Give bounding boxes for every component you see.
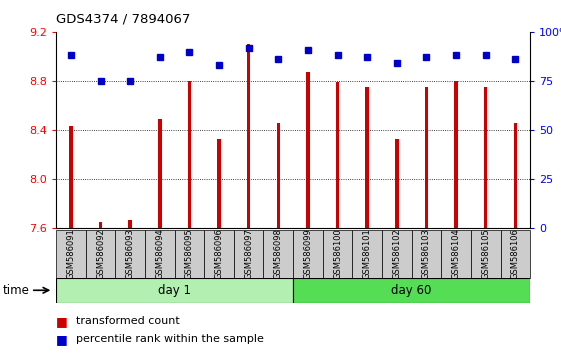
Bar (293, 278, 530, 303)
Text: ■: ■ (56, 333, 68, 346)
Text: time: time (3, 285, 30, 297)
Text: GSM586096: GSM586096 (214, 229, 223, 279)
Text: ■: ■ (56, 315, 68, 328)
Bar (234, 230, 264, 278)
Text: GSM586101: GSM586101 (363, 229, 372, 279)
Bar (395, 139, 399, 228)
Bar (277, 123, 280, 228)
Bar (442, 230, 471, 278)
Text: percentile rank within the sample: percentile rank within the sample (76, 334, 264, 344)
Bar (471, 230, 500, 278)
Bar (454, 81, 458, 228)
Bar (128, 220, 132, 228)
Text: GSM586094: GSM586094 (155, 229, 164, 279)
Bar (500, 230, 530, 278)
Text: GSM586097: GSM586097 (244, 229, 253, 279)
Text: GSM586100: GSM586100 (333, 229, 342, 279)
Bar (145, 230, 174, 278)
Text: GSM586093: GSM586093 (126, 229, 135, 279)
Bar (382, 230, 412, 278)
Text: GSM586103: GSM586103 (422, 229, 431, 279)
Bar (69, 126, 73, 228)
Bar (56, 278, 293, 303)
Text: GSM586106: GSM586106 (511, 229, 520, 279)
Bar (204, 230, 234, 278)
Text: GSM586099: GSM586099 (304, 229, 312, 279)
Bar (352, 230, 382, 278)
Text: GSM586102: GSM586102 (392, 229, 401, 279)
Bar (513, 123, 517, 228)
Bar (323, 230, 352, 278)
Bar (99, 222, 102, 228)
Text: transformed count: transformed count (76, 316, 180, 326)
Text: GDS4374 / 7894067: GDS4374 / 7894067 (56, 12, 191, 25)
Text: GSM586095: GSM586095 (185, 229, 194, 279)
Text: GSM586105: GSM586105 (481, 229, 490, 279)
Bar (187, 81, 191, 228)
Text: GSM586091: GSM586091 (66, 229, 75, 279)
Bar (174, 230, 204, 278)
Bar (116, 230, 145, 278)
Bar (412, 230, 442, 278)
Bar (56, 230, 86, 278)
Text: GSM586092: GSM586092 (96, 229, 105, 279)
Text: GSM586104: GSM586104 (452, 229, 461, 279)
Bar (293, 230, 323, 278)
Bar (306, 72, 310, 228)
Bar (336, 82, 339, 228)
Bar (365, 87, 369, 228)
Text: GSM586098: GSM586098 (274, 229, 283, 279)
Bar (158, 119, 162, 228)
Bar (484, 87, 488, 228)
Text: day 1: day 1 (158, 284, 191, 297)
Bar (425, 87, 428, 228)
Bar (86, 230, 116, 278)
Bar (264, 230, 293, 278)
Bar (217, 139, 221, 228)
Bar (247, 44, 250, 228)
Text: day 60: day 60 (392, 284, 432, 297)
